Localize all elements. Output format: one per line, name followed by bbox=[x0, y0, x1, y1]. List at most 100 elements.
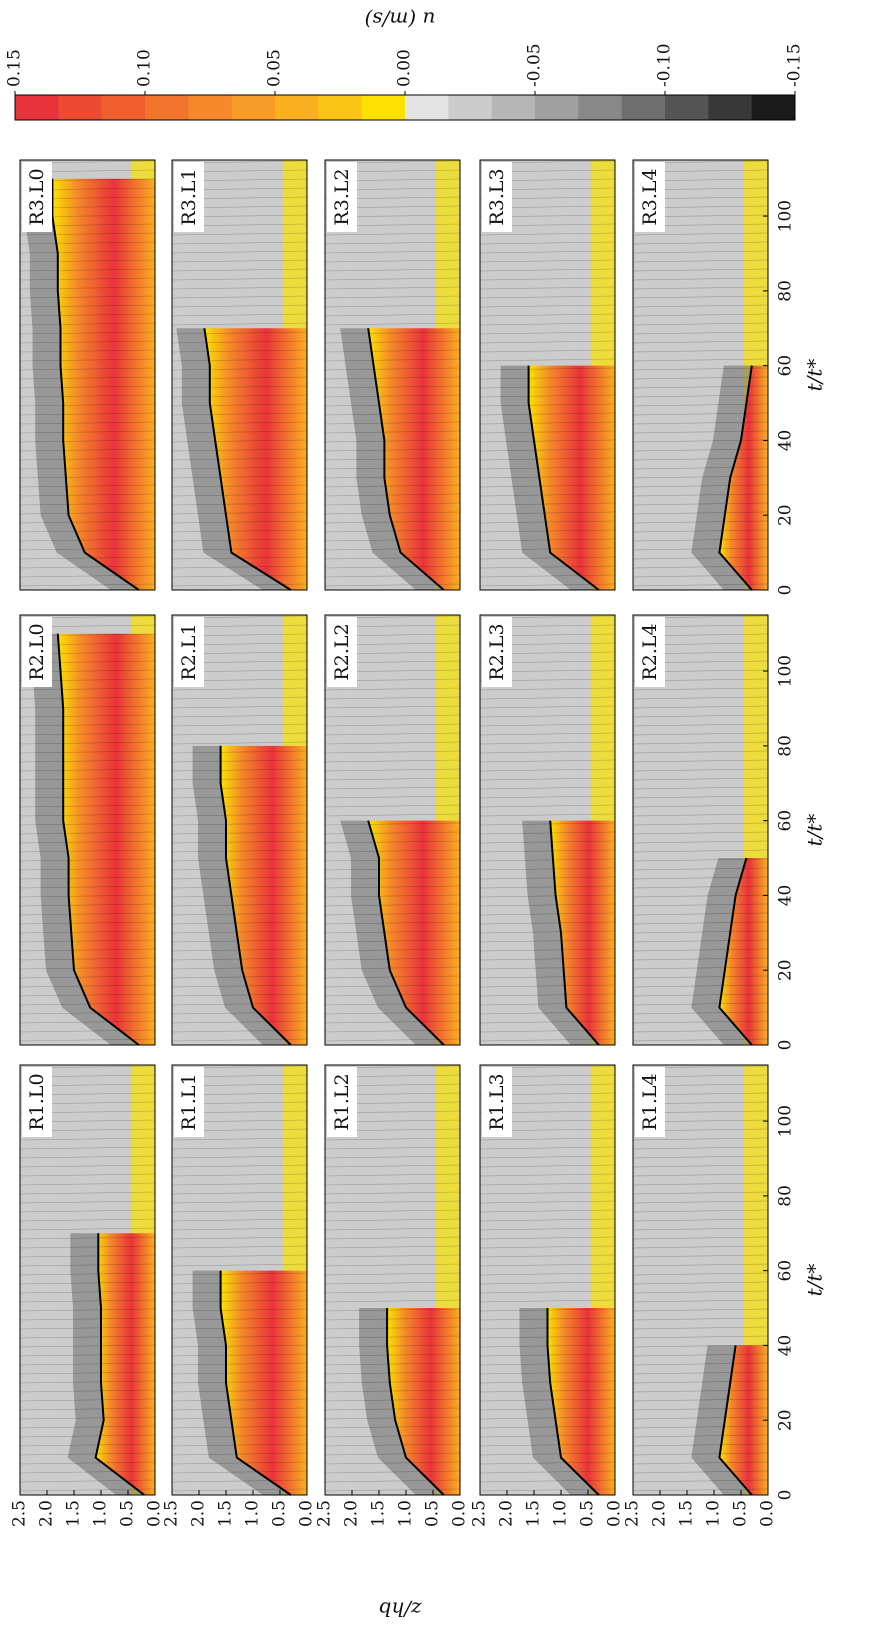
vector-texture bbox=[632, 894, 769, 898]
vector-texture bbox=[324, 268, 461, 272]
vector-texture bbox=[19, 1263, 156, 1267]
vector-texture bbox=[632, 475, 769, 479]
vector-texture bbox=[171, 768, 308, 772]
panel-frame bbox=[171, 159, 308, 591]
vector-texture bbox=[632, 295, 769, 299]
vector-texture bbox=[19, 340, 156, 344]
vector-texture bbox=[324, 768, 461, 772]
vector-texture bbox=[19, 696, 156, 700]
vector-texture bbox=[632, 903, 769, 907]
y-tick-label: 2.0 bbox=[650, 1500, 670, 1527]
vector-texture bbox=[19, 885, 156, 889]
vector-texture bbox=[19, 1146, 156, 1150]
vector-texture bbox=[19, 723, 156, 727]
vector-texture bbox=[632, 813, 769, 817]
vector-texture bbox=[479, 1290, 616, 1294]
vector-texture bbox=[324, 232, 461, 236]
y-tick-label: 1.0 bbox=[243, 1500, 263, 1527]
panel: R1.L0 0.0 0.5 1.0 1.5 2.0 2.5 bbox=[10, 1064, 165, 1527]
vector-texture bbox=[479, 232, 616, 236]
vector-texture bbox=[632, 1245, 769, 1249]
vector-texture bbox=[171, 1317, 308, 1321]
vector-texture bbox=[19, 894, 156, 898]
y-tick-label: 0.5 bbox=[118, 1500, 138, 1527]
vector-texture bbox=[171, 1254, 308, 1258]
vector-texture bbox=[171, 1164, 308, 1168]
positive-region bbox=[368, 820, 460, 1045]
vector-texture bbox=[171, 1479, 308, 1483]
vector-texture bbox=[324, 984, 461, 988]
vector-texture bbox=[171, 520, 308, 524]
vector-texture bbox=[632, 367, 769, 371]
vector-texture bbox=[632, 268, 769, 272]
vector-texture bbox=[171, 358, 308, 362]
vector-texture bbox=[19, 331, 156, 335]
x-tick-label: 60 bbox=[776, 355, 796, 377]
vector-texture bbox=[479, 1380, 616, 1384]
vector-texture bbox=[19, 1200, 156, 1204]
y-tick-label: 2.5 bbox=[315, 1500, 335, 1527]
vector-texture bbox=[171, 1173, 308, 1177]
vector-texture bbox=[479, 1416, 616, 1420]
vector-texture bbox=[324, 1227, 461, 1231]
vector-texture bbox=[479, 885, 616, 889]
x-tick-label: 20 bbox=[776, 504, 796, 526]
x-tick-label: 100 bbox=[776, 200, 796, 232]
x-tick-label: 0 bbox=[776, 1490, 796, 1501]
panel: R1.L3 0.0 0.5 1.0 1.5 2.0 2.5 bbox=[470, 1064, 625, 1527]
vector-texture bbox=[19, 565, 156, 569]
panel-label: R3.L2 bbox=[331, 168, 353, 225]
x-tick-label: 100 bbox=[776, 655, 796, 687]
vector-texture bbox=[632, 385, 769, 389]
vector-texture bbox=[19, 759, 156, 763]
negative-region bbox=[340, 820, 444, 1045]
vector-texture bbox=[479, 777, 616, 781]
vector-texture bbox=[171, 484, 308, 488]
panel-frame bbox=[19, 1064, 156, 1496]
vector-texture bbox=[19, 795, 156, 799]
vector-texture bbox=[324, 250, 461, 254]
vector-texture bbox=[19, 966, 156, 970]
vector-texture bbox=[19, 421, 156, 425]
vector-texture bbox=[19, 1353, 156, 1357]
vector-texture bbox=[19, 984, 156, 988]
vector-texture bbox=[19, 939, 156, 943]
vector-texture bbox=[19, 1488, 156, 1492]
vector-texture bbox=[171, 831, 308, 835]
vector-texture bbox=[171, 1362, 308, 1366]
vector-texture bbox=[171, 430, 308, 434]
panel: R3.L3 bbox=[479, 159, 616, 591]
vector-texture bbox=[479, 1461, 616, 1465]
vector-texture bbox=[171, 741, 308, 745]
panel-label: R2.L0 bbox=[26, 623, 48, 680]
vector-texture bbox=[171, 529, 308, 533]
vector-texture bbox=[479, 687, 616, 691]
vector-texture bbox=[324, 1389, 461, 1393]
vector-texture bbox=[19, 250, 156, 254]
vector-texture bbox=[324, 277, 461, 281]
vector-texture bbox=[19, 1308, 156, 1312]
vector-texture bbox=[171, 885, 308, 889]
colorbar-cell bbox=[665, 95, 709, 120]
panel-frame bbox=[171, 614, 308, 1046]
y-tick-label: 1.5 bbox=[677, 1500, 697, 1527]
vector-texture bbox=[632, 1443, 769, 1447]
vector-texture bbox=[479, 313, 616, 317]
vector-texture bbox=[632, 1398, 769, 1402]
vector-texture bbox=[324, 1155, 461, 1159]
panel-frame bbox=[324, 614, 461, 1046]
vector-texture bbox=[632, 840, 769, 844]
vector-texture bbox=[632, 1308, 769, 1312]
colorbar-cell bbox=[578, 95, 623, 120]
vector-texture bbox=[632, 696, 769, 700]
vector-texture bbox=[171, 759, 308, 763]
vector-texture bbox=[479, 1371, 616, 1375]
vector-texture bbox=[324, 957, 461, 961]
vector-texture bbox=[479, 876, 616, 880]
vector-texture bbox=[171, 304, 308, 308]
panel-label-box bbox=[635, 617, 665, 687]
vector-texture bbox=[324, 1164, 461, 1168]
vector-texture bbox=[324, 241, 461, 245]
vector-texture bbox=[324, 439, 461, 443]
vector-texture bbox=[479, 795, 616, 799]
